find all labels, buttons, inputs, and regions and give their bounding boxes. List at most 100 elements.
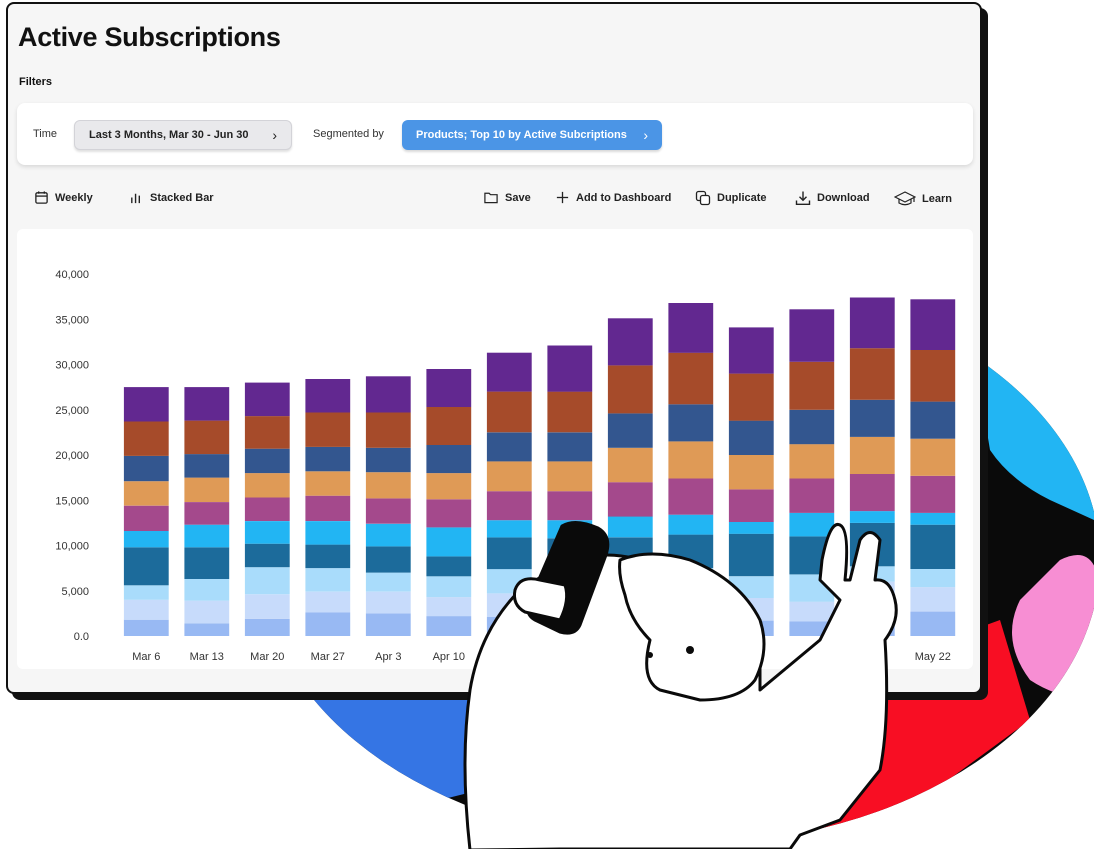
bar-segment[interactable]: [668, 303, 714, 353]
bar-segment[interactable]: [910, 438, 956, 476]
bar-segment[interactable]: [607, 482, 653, 517]
bar-segment[interactable]: [668, 514, 714, 535]
bar-segment[interactable]: [426, 556, 472, 577]
bar-segment[interactable]: [547, 391, 593, 433]
bar-segment[interactable]: [789, 444, 835, 479]
bar-segment[interactable]: [184, 547, 230, 579]
bar-segment[interactable]: [426, 369, 472, 407]
bar-segment[interactable]: [728, 420, 774, 455]
bar-segment[interactable]: [305, 612, 351, 637]
add-to-dashboard-button[interactable]: Add to Dashboard: [555, 190, 671, 205]
bar-segment[interactable]: [184, 579, 230, 601]
bar-segment[interactable]: [244, 382, 290, 417]
bar-segment[interactable]: [305, 521, 351, 545]
bar-segment[interactable]: [123, 505, 169, 531]
bar-segment[interactable]: [607, 318, 653, 366]
bar-segment[interactable]: [305, 591, 351, 613]
bar-segment[interactable]: [486, 491, 532, 521]
bar-segment[interactable]: [184, 387, 230, 421]
bar-segment[interactable]: [789, 409, 835, 445]
bar-segment[interactable]: [728, 522, 774, 534]
bar-segment[interactable]: [244, 567, 290, 595]
bar-segment[interactable]: [426, 616, 472, 636]
bar-segment[interactable]: [789, 309, 835, 362]
bar-segment[interactable]: [910, 587, 956, 612]
bar-segment[interactable]: [789, 361, 835, 410]
bar-segment[interactable]: [910, 350, 956, 402]
bar-segment[interactable]: [244, 473, 290, 498]
bar-segment[interactable]: [547, 461, 593, 492]
bar-segment[interactable]: [668, 404, 714, 442]
bar-segment[interactable]: [123, 421, 169, 456]
bar-segment[interactable]: [910, 299, 956, 350]
time-filter-button[interactable]: Last 3 Months, Mar 30 - Jun 30 ›: [74, 120, 292, 150]
bar-segment[interactable]: [365, 447, 411, 473]
bar-segment[interactable]: [426, 576, 472, 598]
bar-segment[interactable]: [789, 601, 835, 622]
bar-segment[interactable]: [849, 474, 895, 512]
bar-segment[interactable]: [910, 475, 956, 513]
bar-segment[interactable]: [365, 472, 411, 499]
bar-segment[interactable]: [668, 352, 714, 405]
bar-segment[interactable]: [184, 600, 230, 624]
bar-segment[interactable]: [244, 448, 290, 474]
bar-segment[interactable]: [607, 413, 653, 448]
bar-segment[interactable]: [486, 432, 532, 462]
bar-segment[interactable]: [849, 436, 895, 474]
bar-segment[interactable]: [305, 446, 351, 472]
bar-segment[interactable]: [486, 520, 532, 538]
bar-segment[interactable]: [244, 497, 290, 522]
bar-segment[interactable]: [486, 461, 532, 492]
bar-segment[interactable]: [607, 516, 653, 538]
bar-segment[interactable]: [668, 441, 714, 479]
bar-segment[interactable]: [789, 478, 835, 513]
bar-segment[interactable]: [910, 401, 956, 439]
bar-segment[interactable]: [244, 543, 290, 568]
bar-segment[interactable]: [365, 546, 411, 573]
bar-segment[interactable]: [728, 455, 774, 490]
bar-segment[interactable]: [910, 512, 956, 525]
bar-segment[interactable]: [849, 348, 895, 400]
bar-segment[interactable]: [365, 591, 411, 614]
bar-segment[interactable]: [244, 416, 290, 449]
bar-segment[interactable]: [486, 391, 532, 433]
bar-segment[interactable]: [305, 471, 351, 496]
bar-segment[interactable]: [607, 365, 653, 414]
bar-segment[interactable]: [547, 432, 593, 462]
bar-segment[interactable]: [910, 611, 956, 636]
bar-segment[interactable]: [728, 373, 774, 421]
bar-segment[interactable]: [184, 502, 230, 525]
bar-segment[interactable]: [849, 399, 895, 437]
bar-segment[interactable]: [365, 613, 411, 636]
bar-segment[interactable]: [728, 489, 774, 522]
bar-segment[interactable]: [184, 477, 230, 502]
bar-segment[interactable]: [123, 455, 169, 482]
bar-segment[interactable]: [184, 454, 230, 478]
bar-segment[interactable]: [547, 345, 593, 392]
bar-segment[interactable]: [123, 387, 169, 422]
bar-segment[interactable]: [910, 524, 956, 569]
interval-button[interactable]: Weekly: [34, 190, 93, 205]
bar-segment[interactable]: [910, 569, 956, 588]
learn-button[interactable]: Learn: [894, 190, 952, 208]
bar-segment[interactable]: [305, 495, 351, 521]
bar-segment[interactable]: [728, 327, 774, 374]
bar-segment[interactable]: [668, 478, 714, 515]
bar-segment[interactable]: [728, 533, 774, 577]
bar-segment[interactable]: [486, 352, 532, 392]
bar-segment[interactable]: [123, 599, 169, 620]
bar-segment[interactable]: [123, 481, 169, 506]
bar-segment[interactable]: [486, 537, 532, 570]
save-button[interactable]: Save: [483, 190, 531, 205]
bar-segment[interactable]: [123, 585, 169, 600]
bar-segment[interactable]: [305, 412, 351, 447]
bar-segment[interactable]: [244, 594, 290, 619]
bar-segment[interactable]: [123, 619, 169, 636]
bar-segment[interactable]: [123, 547, 169, 586]
chart-type-button[interactable]: Stacked Bar: [129, 190, 214, 205]
bar-segment[interactable]: [305, 379, 351, 413]
bar-segment[interactable]: [184, 623, 230, 636]
segment-filter-button[interactable]: Products; Top 10 by Active Subcriptions …: [402, 120, 662, 150]
bar-segment[interactable]: [426, 499, 472, 528]
bar-segment[interactable]: [365, 412, 411, 448]
